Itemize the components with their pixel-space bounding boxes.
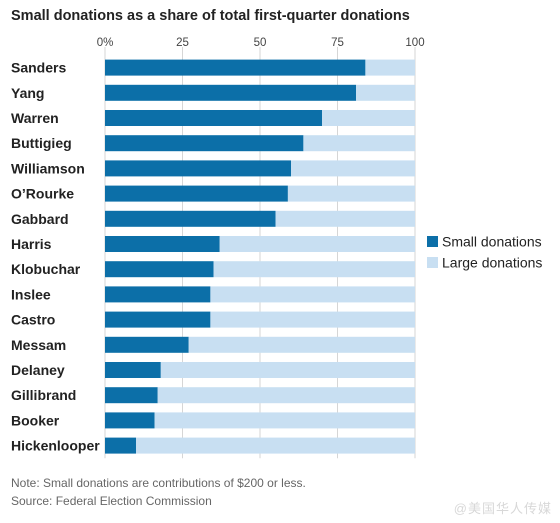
category-label: Inslee [11, 286, 51, 302]
bar-large-donations [154, 412, 415, 429]
x-tick-label: 0% [97, 37, 114, 49]
bar-large-donations [213, 261, 415, 278]
bar-large-donations [291, 160, 415, 177]
category-label: Messam [11, 337, 66, 353]
bar-large-donations [303, 135, 415, 152]
category-labels: Sanders Yang Warren Buttigieg Williamson O’Ro… [11, 60, 100, 454]
category-label: Hickenlooper [11, 438, 100, 454]
x-tick-label: 25 [176, 37, 189, 49]
legend-swatch-large [427, 257, 438, 268]
bar-small-donations [105, 362, 161, 378]
source-text: Source: Federal Election Commission [11, 494, 212, 508]
bar-small-donations [105, 110, 322, 126]
note-text: Note: Small donations are contributions … [11, 476, 306, 490]
bar-large-donations [160, 362, 415, 378]
legend-label: Large donations [442, 255, 542, 271]
legend-label: Small donations [442, 234, 542, 250]
bar-small-donations [105, 286, 211, 303]
bar-large-donations [157, 387, 415, 404]
bar-large-donations [275, 210, 415, 227]
x-tick-label: 100 [405, 37, 424, 49]
bar-small-donations [105, 336, 189, 353]
x-axis-ticks: 0% 25 50 75 100 [97, 37, 425, 49]
footnote: Note: Small donations are contributions … [11, 474, 306, 510]
category-label: Delaney [11, 362, 65, 378]
x-tick-label: 75 [331, 37, 344, 49]
category-label: Yang [11, 85, 44, 101]
bar-small-donations [105, 261, 214, 278]
stacked-bar-chart: 0% 25 50 75 100 Sanders Yang Warren Buttigieg Wi… [11, 37, 542, 459]
category-label: Klobuchar [11, 261, 81, 277]
category-label: Booker [11, 412, 60, 428]
bar-large-donations [210, 311, 415, 328]
legend-swatch-small [427, 236, 438, 247]
bars [105, 59, 415, 454]
bar-large-donations [287, 185, 415, 202]
bar-large-donations [322, 110, 415, 126]
category-label: Castro [11, 312, 55, 328]
bar-large-donations [219, 236, 415, 252]
bar-small-donations [105, 135, 304, 152]
category-label: Sanders [11, 60, 66, 76]
category-label: Gillibrand [11, 387, 76, 403]
x-tick-label: 50 [254, 37, 267, 49]
bar-small-donations [105, 210, 276, 227]
bar-large-donations [356, 84, 415, 101]
bar-small-donations [105, 59, 366, 76]
bar-small-donations [105, 437, 136, 454]
category-label: Warren [11, 110, 59, 126]
bar-small-donations [105, 387, 158, 404]
bar-large-donations [210, 286, 415, 303]
bar-small-donations [105, 412, 155, 429]
category-label: Buttigieg [11, 135, 72, 151]
bar-large-donations [136, 437, 415, 454]
watermark: @美国华人传媒 [453, 501, 552, 516]
category-label: O’Rourke [11, 186, 74, 202]
bar-large-donations [365, 59, 415, 76]
legend: Small donations Large donations [427, 234, 542, 271]
chart-title: Small donations as a share of total firs… [11, 8, 410, 24]
category-label: Gabbard [11, 211, 69, 227]
bar-small-donations [105, 311, 211, 328]
bar-large-donations [188, 336, 415, 353]
bar-small-donations [105, 185, 288, 202]
bar-small-donations [105, 236, 220, 252]
bar-small-donations [105, 84, 357, 101]
category-label: Harris [11, 236, 52, 252]
bar-small-donations [105, 160, 291, 177]
category-label: Williamson [11, 160, 85, 176]
